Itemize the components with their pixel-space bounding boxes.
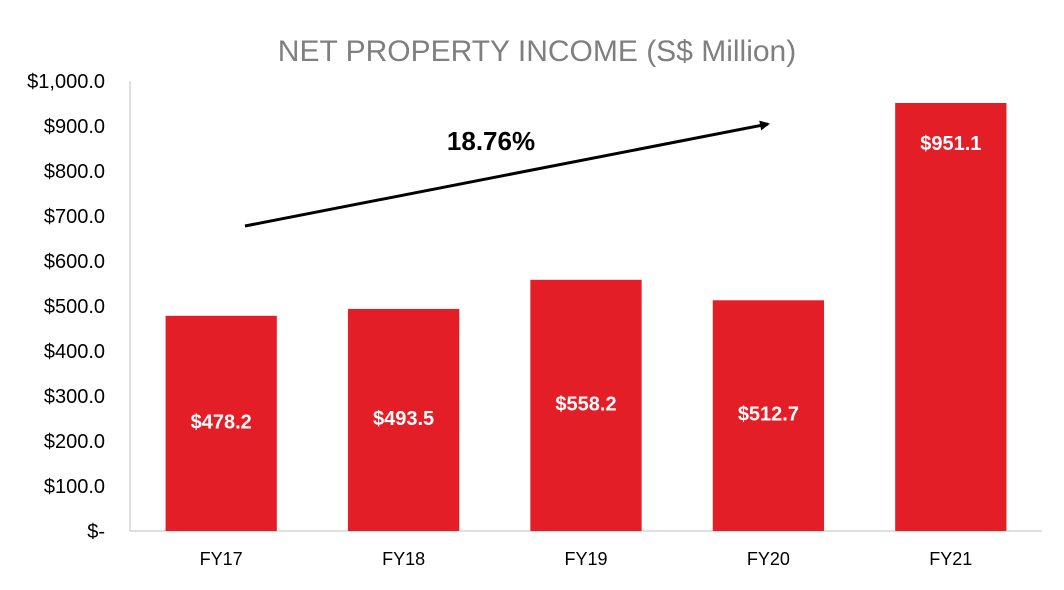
y-tick-label: $- xyxy=(87,521,105,543)
y-tick-label: $500.0 xyxy=(44,296,105,318)
bar-fy21 xyxy=(895,103,1007,531)
bar-fy19 xyxy=(530,279,642,531)
x-tick-label: FY20 xyxy=(747,549,790,569)
growth-arrow xyxy=(244,120,770,228)
growth-rate-label: 18.76% xyxy=(447,126,535,156)
bar-value-label: $512.7 xyxy=(738,404,799,426)
x-tick-label: FY21 xyxy=(929,549,972,569)
bar-fy17 xyxy=(165,315,277,531)
y-tick-label: $700.0 xyxy=(44,206,105,228)
x-tick-label: FY18 xyxy=(382,549,425,569)
y-tick-label: $400.0 xyxy=(44,341,105,363)
x-tick-label: FY17 xyxy=(200,549,243,569)
y-tick-label: $900.0 xyxy=(44,116,105,138)
bar-value-label: $478.2 xyxy=(191,411,252,433)
bar-fy20 xyxy=(712,300,825,531)
y-tick-label: $600.0 xyxy=(44,251,105,273)
bar-value-label: $558.2 xyxy=(555,393,616,415)
y-tick-label: $800.0 xyxy=(44,161,105,183)
y-tick-label: $1,000.0 xyxy=(27,71,105,93)
growth-annotation: 18.76% xyxy=(244,120,770,228)
x-tick-label: FY19 xyxy=(564,549,607,569)
chart-title: NET PROPERTY INCOME (S$ Million) xyxy=(278,35,796,68)
bars: $478.2 $493.5 $558.2 $512.7 $951.1 xyxy=(165,103,1007,531)
axes: $- $100.0 $200.0 $300.0 $400.0 $500.0 $600.0 $7… xyxy=(27,71,1042,569)
y-tick-label: $200.0 xyxy=(44,431,105,453)
y-tick-label: $300.0 xyxy=(44,386,105,408)
y-tick-label: $100.0 xyxy=(44,476,105,498)
bar-value-label: $493.5 xyxy=(373,408,434,430)
bar-value-label: $951.1 xyxy=(920,133,981,155)
bar-fy18 xyxy=(347,308,460,531)
